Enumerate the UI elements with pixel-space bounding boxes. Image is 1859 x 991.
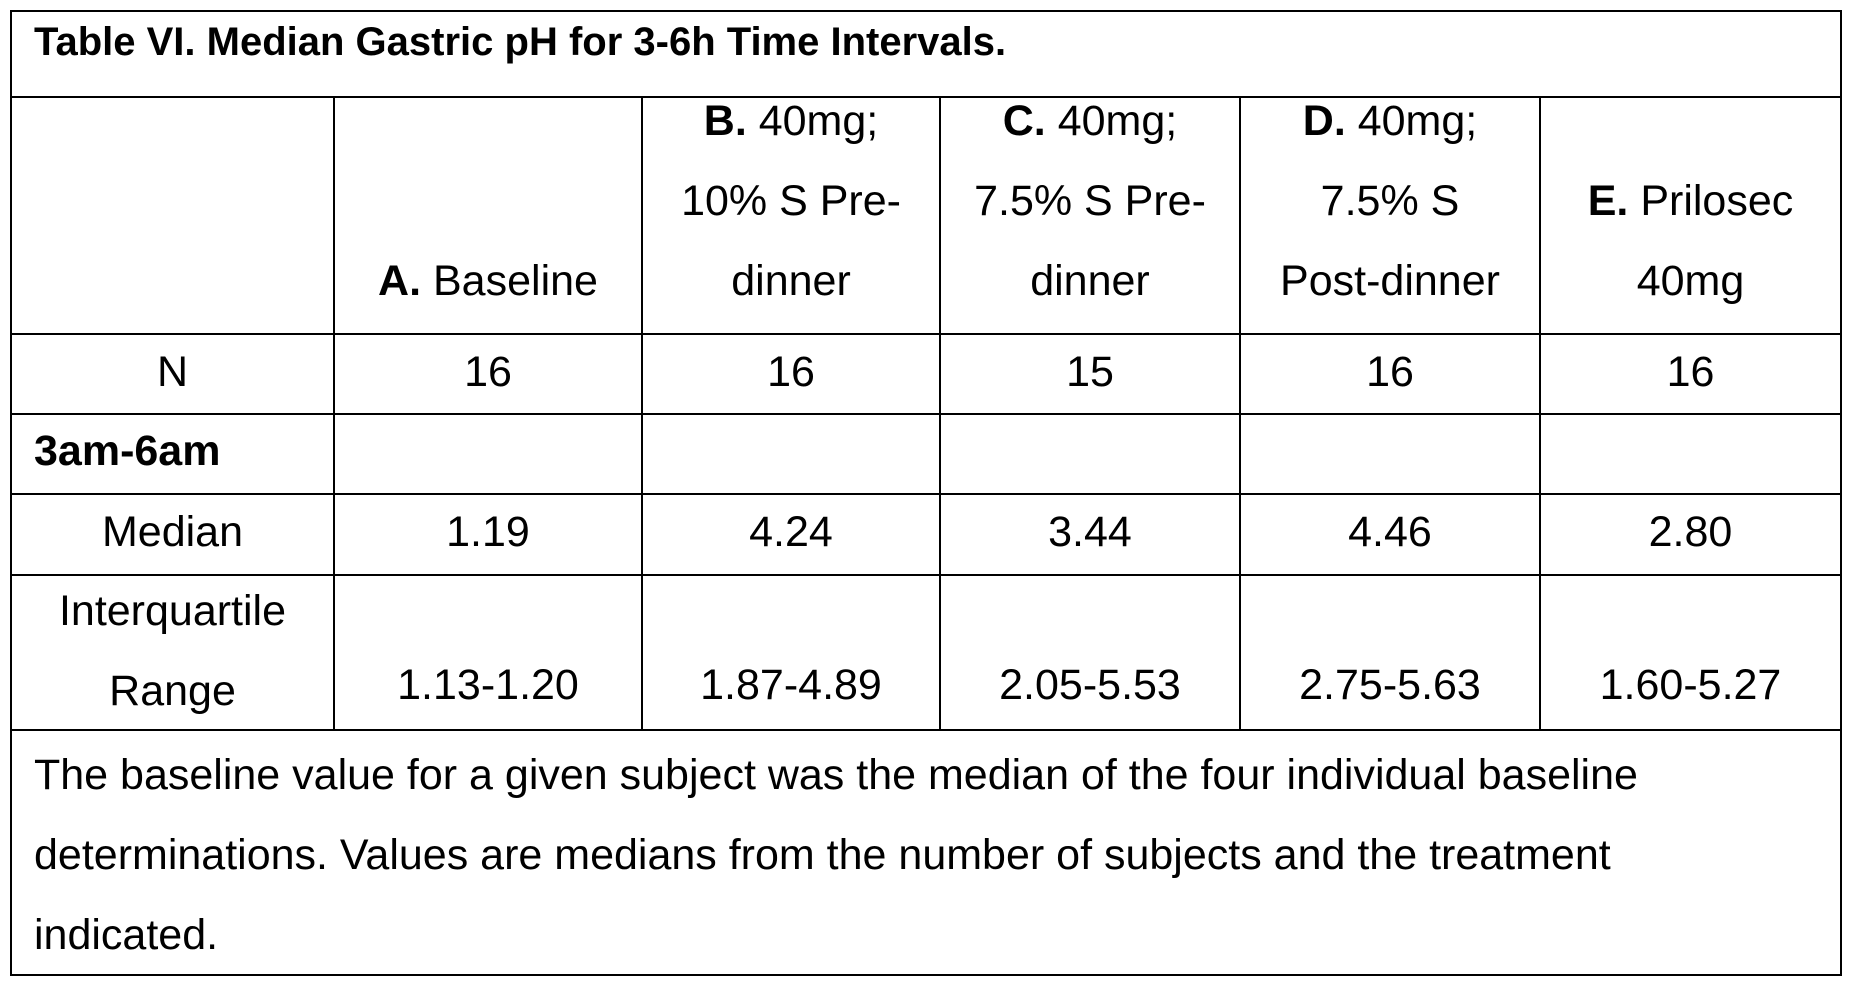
table-cell: 16: [1241, 335, 1541, 415]
cell-value: 1.87-4.89: [700, 655, 882, 715]
header-cell-d: D. 40mg; 7.5% S Post-dinner: [1241, 98, 1541, 335]
table-footnote: The baseline value for a given subject w…: [34, 735, 1824, 975]
header-letter: E.: [1588, 177, 1629, 225]
header-text: Prilosec: [1640, 177, 1793, 225]
table-cell: 2.05-5.53: [941, 576, 1241, 731]
data-table: Table VI. Median Gastric pH for 3-6h Tim…: [10, 10, 1842, 976]
table-cell: 2.75-5.63: [1241, 576, 1541, 731]
header-cell-a: A. Baseline: [335, 98, 643, 335]
table-title: Table VI. Median Gastric pH for 3-6h Tim…: [12, 12, 1840, 98]
footnote-line: determinations. Values are medians from …: [34, 815, 1824, 895]
section-label: 3am-6am: [12, 415, 335, 495]
header-text: dinner: [681, 241, 901, 321]
table-cell: 1.87-4.89: [643, 576, 941, 731]
cell-value: 1.60-5.27: [1600, 655, 1782, 715]
table-cell: 16: [335, 335, 643, 415]
table-cell-empty: [1241, 415, 1541, 495]
header-text: 40mg;: [1058, 97, 1178, 145]
cell-value: 1.13-1.20: [397, 655, 579, 715]
header-cell-c: C. 40mg; 7.5% S Pre- dinner: [941, 98, 1241, 335]
table-cell: 4.46: [1241, 495, 1541, 576]
header-text: Baseline: [433, 257, 598, 305]
table-cell-empty: [941, 415, 1241, 495]
header-text: Post-dinner: [1280, 241, 1500, 321]
header-letter: B.: [704, 97, 747, 145]
header-text: 7.5% S: [1280, 161, 1500, 241]
header-letter: A.: [378, 257, 421, 305]
footnote-line: The baseline value for a given subject w…: [34, 735, 1824, 815]
table-cell-empty: [643, 415, 941, 495]
header-cell-empty: [12, 98, 335, 335]
header-text: 40mg;: [1358, 97, 1478, 145]
header-text: 10% S Pre-: [681, 161, 901, 241]
cell-value: 2.75-5.63: [1299, 655, 1481, 715]
table-cell: 1.13-1.20: [335, 576, 643, 731]
table-cell: 16: [643, 335, 941, 415]
header-letter: D.: [1303, 97, 1346, 145]
cell-value: 2.05-5.53: [999, 655, 1181, 715]
row-label-iqr-line2: Range: [12, 651, 333, 731]
row-label-median: Median: [12, 495, 335, 576]
header-text: dinner: [974, 241, 1206, 321]
table-cell: 16: [1541, 335, 1840, 415]
table-cell-empty: [1541, 415, 1840, 495]
row-label-iqr-line1: Interquartile: [12, 571, 333, 651]
header-text: 40mg: [1588, 241, 1794, 321]
header-letter: C.: [1003, 97, 1046, 145]
header-cell-e: E. Prilosec 40mg: [1541, 98, 1840, 335]
table-cell: 3.44: [941, 495, 1241, 576]
table-cell: 1.60-5.27: [1541, 576, 1840, 731]
table-cell-empty: [335, 415, 643, 495]
header-cell-b: B. 40mg; 10% S Pre- dinner: [643, 98, 941, 335]
table-cell: 2.80: [1541, 495, 1840, 576]
header-text: 40mg;: [759, 97, 879, 145]
table-cell: 4.24: [643, 495, 941, 576]
table-cell: 1.19: [335, 495, 643, 576]
table-cell: 15: [941, 335, 1241, 415]
footnote-line: indicated.: [34, 895, 1824, 975]
table-grid: Table VI. Median Gastric pH for 3-6h Tim…: [12, 12, 1840, 731]
header-text: 7.5% S Pre-: [974, 161, 1206, 241]
row-label-n: N: [12, 335, 335, 415]
row-label-iqr: Interquartile Range: [12, 576, 335, 731]
